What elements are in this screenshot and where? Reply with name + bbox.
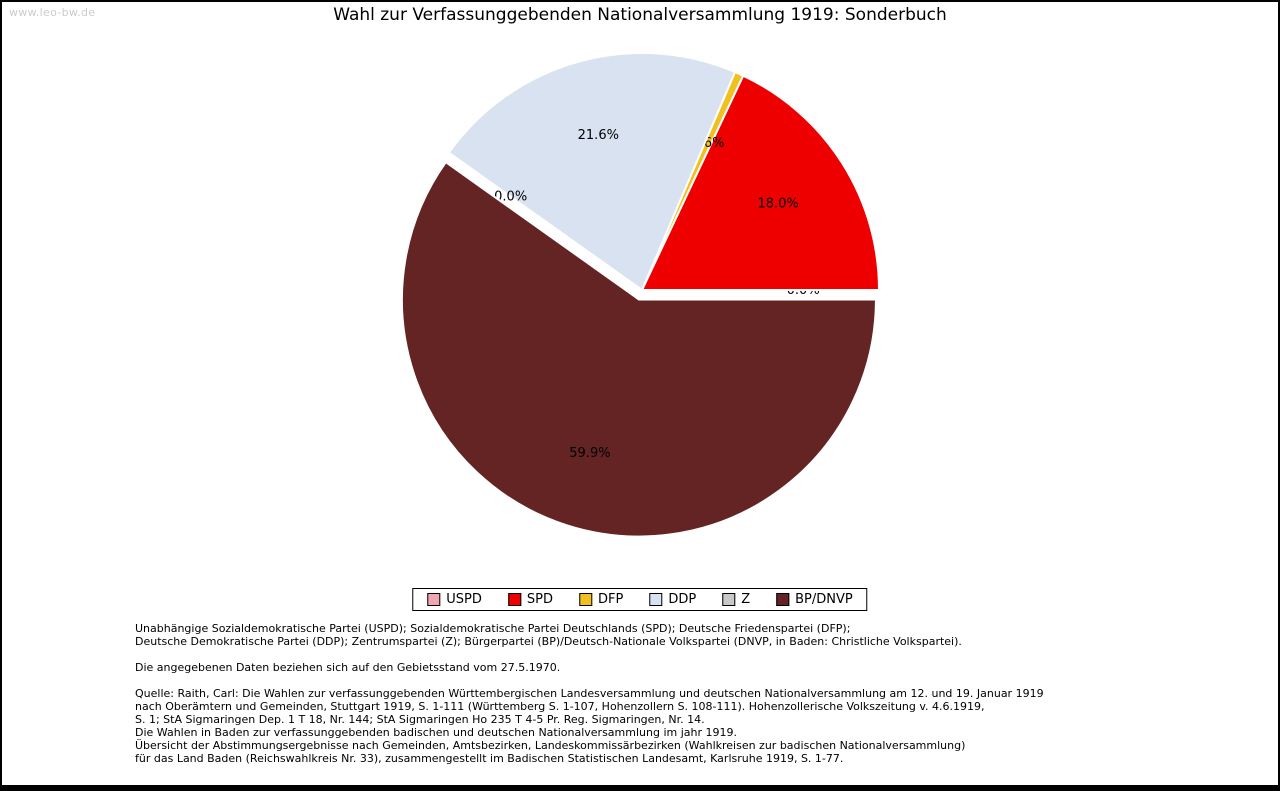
legend-swatch-ddp bbox=[649, 593, 663, 606]
legend-label-ddp: DDP bbox=[668, 592, 697, 607]
legend-item-dfp: DFP bbox=[579, 592, 623, 607]
legend: USPD SPD DFP DDP Z BP/DNVP bbox=[412, 588, 868, 611]
pie-slice-dfp bbox=[641, 70, 745, 291]
legend-item-bp-dnvp: BP/DNVP bbox=[776, 592, 853, 607]
footer-line: Unabhängige Sozialdemokratische Partei (… bbox=[135, 622, 851, 635]
footer-line: Quelle: Raith, Carl: Die Wahlen zur verf… bbox=[135, 687, 1044, 700]
footer-notes: Unabhängige Sozialdemokratische Partei (… bbox=[135, 622, 1238, 778]
legend-item-uspd: USPD bbox=[427, 592, 482, 607]
legend-label-z: Z bbox=[741, 592, 751, 607]
footer-line: Übersicht der Abstimmungsergebnisse nach… bbox=[135, 739, 966, 752]
footer-line: nach Oberämtern und Gemeinden, Stuttgart… bbox=[135, 700, 985, 713]
party-abbreviation-note: Unabhängige Sozialdemokratische Partei (… bbox=[135, 622, 1238, 648]
legend-item-z: Z bbox=[722, 592, 750, 607]
pie-percent-label-bp-dnvp: 59.9% bbox=[569, 446, 610, 461]
legend-item-spd: SPD bbox=[507, 592, 554, 607]
pie-percent-label-ddp: 21.6% bbox=[578, 128, 619, 143]
footer-line: Die Wahlen in Baden zur verfassunggebend… bbox=[135, 726, 738, 739]
pie-percent-label-uspd: 0.0% bbox=[787, 283, 820, 298]
legend-swatch-z bbox=[722, 593, 736, 606]
legend-item-ddp: DDP bbox=[649, 592, 696, 607]
source-note: Quelle: Raith, Carl: Die Wahlen zur verf… bbox=[135, 687, 1238, 765]
pie-slice-spd bbox=[640, 74, 881, 291]
pie-slice-ddp bbox=[447, 52, 737, 292]
legend-label-bp-dnvp: BP/DNVP bbox=[795, 592, 853, 607]
legend-swatch-bp-dnvp bbox=[776, 593, 790, 606]
pie-percent-label-spd: 18.0% bbox=[757, 197, 798, 212]
pie-percent-label-dfp: 0.6% bbox=[692, 136, 725, 151]
legend-swatch-dfp bbox=[579, 593, 593, 606]
footer-line: S. 1; StA Sigmaringen Dep. 1 T 18, Nr. 1… bbox=[135, 713, 705, 726]
data-status-note: Die angegebenen Daten beziehen sich auf … bbox=[135, 661, 561, 674]
footer-line: für das Land Baden (Reichswahlkreis Nr. … bbox=[135, 752, 844, 765]
pie-slice-bp-dnvp bbox=[401, 160, 877, 538]
pie-percent-label-z: 0.0% bbox=[494, 190, 527, 205]
footer-line: Deutsche Demokratische Partei (DDP); Zen… bbox=[135, 635, 962, 648]
chart-title: Wahl zur Verfassunggebenden Nationalvers… bbox=[333, 5, 947, 25]
legend-label-uspd: USPD bbox=[446, 592, 482, 607]
legend-swatch-spd bbox=[507, 593, 521, 606]
legend-label-dfp: DFP bbox=[598, 592, 624, 607]
legend-swatch-uspd bbox=[427, 593, 441, 606]
watermark: www.leo-bw.de bbox=[9, 6, 96, 19]
legend-label-spd: SPD bbox=[526, 592, 554, 607]
